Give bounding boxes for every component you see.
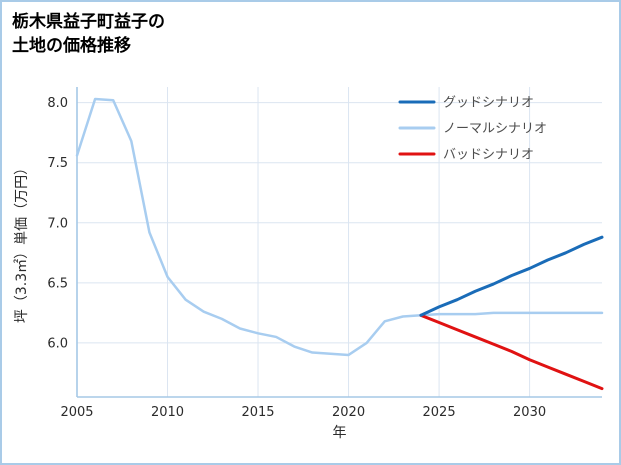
x-tick-label: 2030 [513,405,546,420]
x-tick-label: 2015 [241,405,274,420]
series-line-normal [75,97,604,357]
legend-label-normal: ノーマルシナリオ [443,122,547,137]
y-tick-label: 7.0 [47,216,68,231]
y-tick-label: 6.5 [47,276,68,291]
x-axis-label: 年 [333,425,347,441]
legend-label-good: グッドシナリオ [443,96,534,111]
chart-title-line1: 栃木県益子町益子の [12,12,165,32]
chart-title: 栃木県益子町益子の 土地の価格推移 [12,10,165,58]
chart-title-line2: 土地の価格推移 [12,36,131,56]
x-tick-label: 2025 [423,405,456,420]
series-line-bad [419,313,604,391]
y-tick-label: 7.5 [47,156,68,171]
x-tick-label: 2010 [151,405,184,420]
x-tick-label: 2020 [332,405,365,420]
series-line-good [419,235,604,317]
x-tick-label: 2005 [60,405,93,420]
y-tick-label: 6.0 [47,336,68,351]
legend-label-bad: バッドシナリオ [443,148,534,163]
y-tick-label: 8.0 [47,96,68,111]
y-axis-label: 坪（3.3㎡）単価（万円） [14,161,30,323]
